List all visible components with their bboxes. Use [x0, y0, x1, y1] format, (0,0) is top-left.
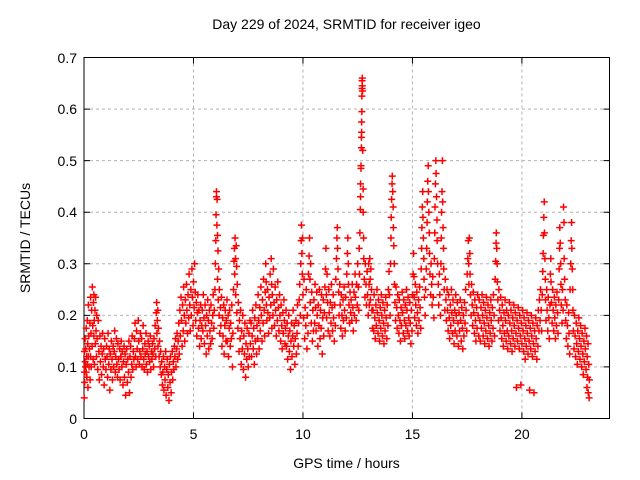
x-axis-label: GPS time / hours: [293, 455, 400, 471]
y-tick-label: 0.6: [57, 101, 77, 118]
y-tick-label: 0.5: [57, 152, 77, 169]
y-tick-label: 0: [69, 410, 77, 427]
y-tick-label: 0.1: [57, 358, 77, 375]
y-tick-label: 0.4: [57, 204, 77, 221]
x-tick-label: 0: [80, 426, 88, 442]
chart-title: Day 229 of 2024, SRMTID for receiver ige…: [212, 16, 481, 32]
x-tick-label: 5: [189, 426, 198, 442]
y-tick-label: 0.7: [57, 49, 77, 66]
y-axis-label: SRMTID / TECUs: [17, 182, 33, 294]
x-tick-label: 15: [404, 426, 421, 442]
x-tick-label: 20: [514, 426, 530, 442]
y-tick-label: 0.3: [57, 255, 77, 272]
y-tick-label: 0.2: [57, 307, 77, 324]
x-tick-label: 10: [295, 426, 311, 442]
